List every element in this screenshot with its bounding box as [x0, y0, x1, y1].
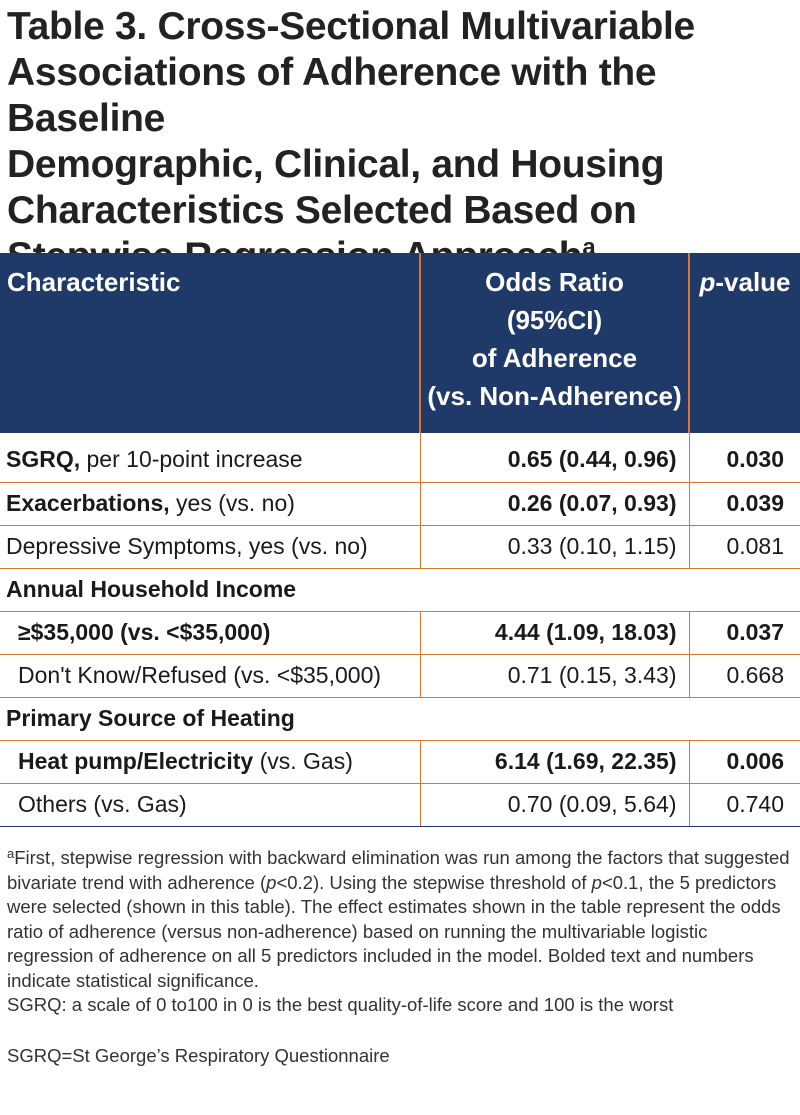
row-p-value: 0.006 — [688, 740, 800, 784]
header-or-line: (vs. Non-Adherence) — [427, 381, 682, 411]
row-characteristic: Heat pump/Electricity (vs. Gas) — [0, 740, 420, 784]
footnote-method: aFirst, stepwise regression with backwar… — [7, 846, 797, 993]
header-or-line: Odds Ratio — [485, 267, 624, 297]
table-row: Heat pump/Electricity (vs. Gas) 6.14 (1.… — [0, 740, 800, 784]
row-p-value: 0.740 — [688, 783, 800, 827]
row-label-rest: (vs. Gas) — [253, 748, 353, 774]
row-p-value: 0.668 — [688, 654, 800, 698]
table-row: ≥$35,000 (vs. <$35,000) 4.44 (1.09, 18.0… — [0, 611, 800, 655]
row-p-number: 0.039 — [726, 490, 784, 516]
header-characteristic: Characteristic — [0, 253, 420, 433]
table-footnote: aFirst, stepwise regression with backwar… — [7, 846, 797, 1068]
row-label-bold: ≥$35,000 (vs. <$35,000) — [18, 619, 271, 645]
row-odds-ratio: 0.71 (0.15, 3.43) — [419, 654, 689, 698]
section-label: Primary Source of Heating — [0, 697, 800, 741]
row-label-bold: Heat pump/Electricity — [18, 748, 254, 774]
table-row: Don't Know/Refused (vs. <$35,000) 0.71 (… — [0, 654, 800, 698]
row-label-rest: per 10-point increase — [80, 445, 303, 472]
row-or-value: 0.26 (0.07, 0.93) — [507, 490, 677, 516]
table-row: Others (vs. Gas) 0.70 (0.09, 5.64) 0.740 — [0, 783, 800, 827]
row-p-value: 0.030 — [688, 433, 800, 483]
table-header: Characteristic Odds Ratio (95%CI) of Adh… — [0, 253, 800, 433]
title-line: Characteristics Selected Based on — [7, 189, 637, 232]
row-p-number: 0.006 — [726, 748, 784, 774]
footnote-marker: a — [7, 846, 15, 861]
footnote-text: <0.1, the 5 predictors were selected (sh… — [7, 871, 781, 991]
row-characteristic: ≥$35,000 (vs. <$35,000) — [0, 611, 420, 655]
footnote-text: <0.2). Using the stepwise threshold of — [276, 871, 592, 893]
section-row-income: Annual Household Income — [0, 568, 800, 612]
row-p-value: 0.037 — [688, 611, 800, 655]
row-characteristic: Don't Know/Refused (vs. <$35,000) — [0, 654, 420, 698]
title-line: Table 3. Cross-Sectional Multivariable — [7, 5, 695, 48]
footnote-abbreviation: SGRQ=St George’s Respiratory Questionnai… — [7, 1044, 390, 1066]
row-odds-ratio: 4.44 (1.09, 18.03) — [419, 611, 689, 655]
row-label-rest: Others (vs. Gas) — [18, 791, 187, 817]
row-p-value: 0.039 — [688, 482, 800, 526]
table-body: SGRQ, per 10-point increase 0.65 (0.44, … — [0, 433, 800, 827]
row-or-value: 4.44 (1.09, 18.03) — [494, 619, 677, 645]
header-odds-ratio: Odds Ratio (95%CI) of Adherence (vs. Non… — [419, 253, 690, 433]
row-characteristic: Exacerbations, yes (vs. no) — [0, 482, 420, 526]
header-p-italic: p — [699, 267, 716, 297]
row-characteristic: Depressive Symptoms, yes (vs. no) — [0, 525, 420, 569]
title-line: Associations of Adherence with the Basel… — [7, 51, 657, 140]
footnote-p-italic: p — [266, 871, 277, 893]
row-p-number: 0.030 — [726, 445, 784, 472]
row-label-bold: Exacerbations, — [6, 490, 170, 516]
table-row: Depressive Symptoms, yes (vs. no) 0.33 (… — [0, 525, 800, 569]
row-or-value: 6.14 (1.69, 22.35) — [494, 748, 677, 774]
row-odds-ratio: 0.26 (0.07, 0.93) — [419, 482, 689, 526]
row-label-bold: SGRQ, — [6, 445, 81, 472]
row-odds-ratio: 0.33 (0.10, 1.15) — [419, 525, 689, 569]
header-p-value: p-value — [689, 253, 800, 433]
row-characteristic: Others (vs. Gas) — [0, 783, 420, 827]
row-p-value: 0.081 — [688, 525, 800, 569]
results-table: Characteristic Odds Ratio (95%CI) of Adh… — [0, 253, 800, 827]
row-label-rest: yes (vs. no) — [169, 490, 295, 516]
row-odds-ratio: 6.14 (1.69, 22.35) — [419, 740, 689, 784]
footnote-text: First, stepwise regression with backward… — [7, 847, 790, 893]
row-or-value: 0.65 (0.44, 0.96) — [507, 445, 677, 472]
table-row: SGRQ, per 10-point increase 0.65 (0.44, … — [0, 433, 800, 483]
table-row: Exacerbations, yes (vs. no) 0.26 (0.07, … — [0, 482, 800, 526]
section-row-heating: Primary Source of Heating — [0, 697, 800, 741]
row-characteristic: SGRQ, per 10-point increase — [0, 433, 420, 483]
section-label: Annual Household Income — [0, 568, 800, 612]
title-line: Demographic, Clinical, and Housing — [7, 143, 665, 186]
row-label-rest: Depressive Symptoms, yes (vs. no) — [6, 533, 368, 559]
row-odds-ratio: 0.65 (0.44, 0.96) — [419, 433, 689, 483]
footnote-sgrq-scale: SGRQ: a scale of 0 to100 in 0 is the bes… — [7, 994, 674, 1015]
header-p-rest: -value — [715, 267, 791, 297]
row-p-number: 0.037 — [726, 619, 784, 645]
footnote-p-italic: p — [591, 871, 602, 893]
table-title: Table 3. Cross-Sectional Multivariable A… — [7, 4, 797, 280]
row-odds-ratio: 0.70 (0.09, 5.64) — [419, 783, 689, 827]
header-or-line: (95%CI) — [506, 305, 603, 335]
header-or-line: of Adherence — [471, 343, 638, 373]
row-label-rest: Don't Know/Refused (vs. <$35,000) — [18, 662, 382, 688]
